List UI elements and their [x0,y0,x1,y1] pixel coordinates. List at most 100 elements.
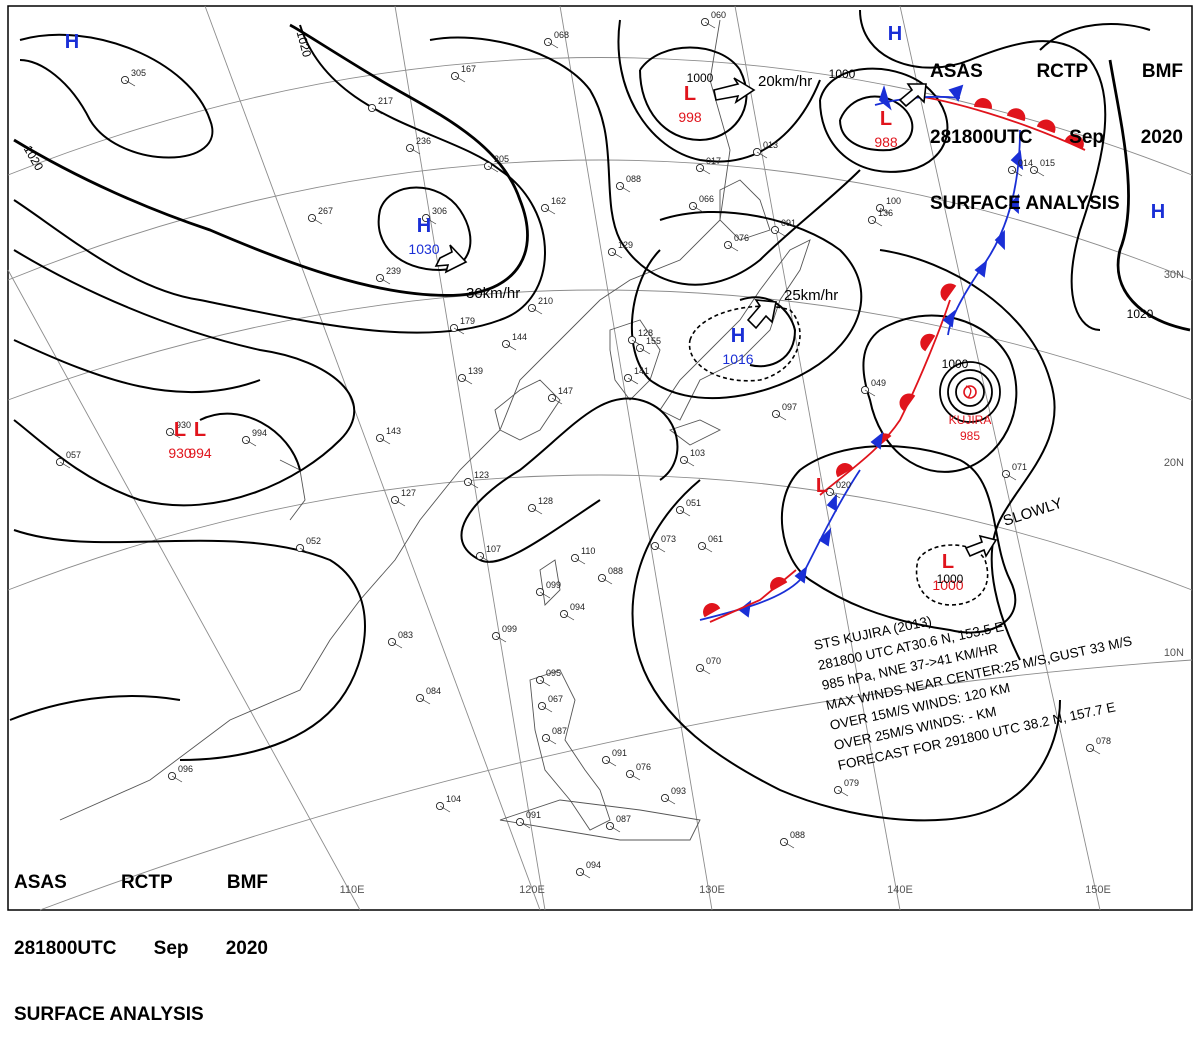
station-pressure: 094 [586,860,601,870]
station-pressure: 305 [131,68,146,78]
motion-label: 20km/hr [758,73,812,90]
header-top: ASAS RCTP BMF 281800UTC Sep 2020 SURFACE… [930,17,1183,237]
wind-barb [539,679,551,687]
station-pressure: 107 [486,544,501,554]
header-year: 2020 [1140,127,1183,148]
wind-barb [531,507,543,515]
station-pressure: 071 [1012,462,1027,472]
high-center: H [65,31,79,53]
wind-barb [774,229,786,237]
wind-barb [453,327,465,335]
station-pressure: 060 [711,10,726,20]
wind-barb [579,871,591,879]
latitude-label: 10N [1164,647,1184,659]
wind-barb [783,841,795,849]
station-pressure: 091 [781,218,796,228]
wind-barb [311,217,323,225]
station-pressure: 136 [878,208,893,218]
center-pressure: 994 [188,445,212,461]
latitude-label: 20N [1164,457,1184,469]
station-pressure: 167 [461,64,476,74]
wind-barb [495,635,507,643]
high-center: H [417,215,431,237]
wind-barb [639,347,651,355]
station-pressure: 104 [446,794,461,804]
center-pressure: 930 [168,445,192,461]
wind-barb [611,251,623,259]
wind-barb [699,167,711,175]
wind-barb [439,805,451,813]
wind-barb [379,437,391,445]
low-center: L [684,83,696,105]
wind-barb [409,147,421,155]
typhoon-pressure: 985 [960,429,980,443]
wind-barb [1089,747,1101,755]
isobar-label: 1020 [1127,307,1154,321]
wind-barb [692,205,704,213]
station-pressure: 141 [634,366,649,376]
header-time: 281800UTC [930,127,1033,148]
footer-agency: ASAS [14,872,67,893]
wind-barb [727,244,739,252]
wind-barb [605,759,617,767]
longitude-label: 130E [699,884,725,896]
station-pressure: 099 [546,580,561,590]
station-pressure: 179 [460,316,475,326]
station-pressure: 076 [734,233,749,243]
station-pressure: 049 [871,378,886,388]
station-pressure: 217 [378,96,393,106]
footer-year: 2020 [225,938,268,959]
footer-month: Sep [153,938,189,959]
wind-barb [704,21,716,29]
station-pressure: 070 [706,656,721,666]
wind-barb [461,377,473,385]
station-pressure: 073 [661,534,676,544]
arrow-icon [434,244,468,274]
header-bottom: ASAS RCTP BMF 281800UTC Sep 2020 SURFACE… [14,828,268,1048]
station-pressure: 087 [616,814,631,824]
center-pressure: 1016 [722,351,753,367]
station-pressure: 017 [706,156,721,166]
isobar-label: 1000 [687,71,714,85]
station-pressure: 051 [686,498,701,508]
wind-barb [701,545,713,553]
motion-label: 25km/hr [784,287,838,304]
wind-barb [664,797,676,805]
station-pressure: 994 [252,428,267,438]
longitude-label: 120E [519,884,545,896]
wind-barb [299,547,311,555]
station-pressure: 239 [386,266,401,276]
wind-barb [505,343,517,351]
wind-barb [544,207,556,215]
typhoon-name: KUJIRA [949,413,992,427]
isobar-label: 1000 [937,572,964,586]
station-pressure: 930 [176,420,191,430]
station-pressure: 097 [782,402,797,412]
wind-barb [531,307,543,315]
coastlines [59,19,811,841]
wind-barb [574,557,586,565]
station-pressure: 128 [538,496,553,506]
wind-barb [629,773,641,781]
station-pressure: 076 [636,762,651,772]
wind-barb [425,217,437,225]
center-pressure: 998 [678,109,702,125]
wind-barb [601,577,613,585]
wind-barb [519,821,531,829]
wind-barb [541,705,553,713]
longitude-label: 150E [1085,884,1111,896]
station-pressure: 127 [401,488,416,498]
latitude-label: 30N [1164,269,1184,281]
footer-code: BMF [226,872,268,893]
header-station: RCTP [1036,61,1089,82]
dashed-isobars [688,305,989,606]
station-plots: 068 305 167 217 236 205 162 088 129 306 267 239 210 1… [55,10,1111,879]
station-pressure: 123 [474,470,489,480]
isobar-label: 1000 [829,67,856,81]
station-pressure: 083 [398,630,413,640]
station-pressure: 236 [416,136,431,146]
station-pressure: 068 [554,30,569,40]
station-pressure: 144 [512,332,527,342]
high-center: H [1151,201,1165,223]
